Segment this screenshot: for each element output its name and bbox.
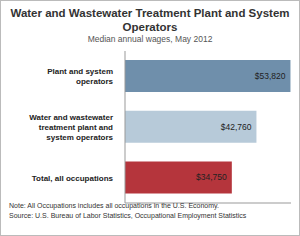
- html-text:Water and Wastewater Treatment: Water and Wastewater Treatment Plant and…: [10, 7, 290, 33]
- svg-text:$53,820: $53,820: [255, 71, 286, 81]
- html-text:Median annual wages, May 2012: Median annual wages, May 2012: [87, 34, 213, 44]
- svg-text:Total, all occupations: Total, all occupations: [32, 174, 114, 183]
- svg-text:Water and wastewatertreatment: Water and wastewatertreatment plant ands…: [29, 113, 113, 142]
- svg-text:$42,760: $42,760: [221, 122, 252, 132]
- html-text:Source: U.S. Bureau of Labor S: Source: U.S. Bureau of Labor Statistics,…: [9, 212, 247, 219]
- svg-text:$34,750: $34,750: [196, 172, 227, 182]
- svg-text:Plant and systemoperators: Plant and systemoperators: [47, 67, 113, 86]
- html-text:Note: All Occupations includes: Note: All Occupations includes all occup…: [9, 202, 219, 209]
